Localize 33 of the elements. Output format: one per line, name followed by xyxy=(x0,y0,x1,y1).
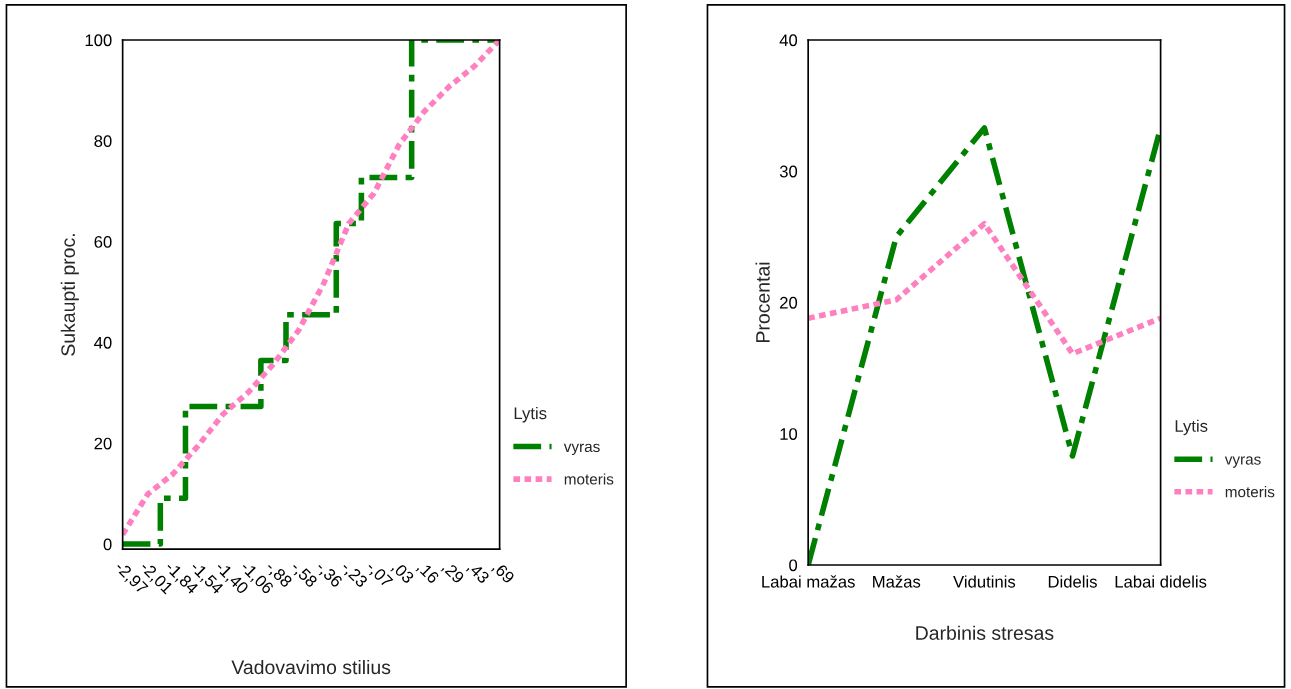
y-tick-label: 80 xyxy=(94,135,112,147)
x-tick-label: -,58 xyxy=(293,565,319,588)
x-tick-label: Vidutinis xyxy=(953,575,1016,588)
x-tick-label: -,36 xyxy=(318,565,344,588)
y-tick-label: 60 xyxy=(94,236,112,248)
y-axis-title: Procentai xyxy=(755,262,770,342)
x-tick-label: ,43 xyxy=(465,560,491,586)
y-tick-label: 100 xyxy=(85,34,112,47)
y-axis-title: Sukaupti proc. xyxy=(60,234,79,356)
x-axis-title: Darbinis stresas xyxy=(916,625,1054,640)
y-tick-label: 30 xyxy=(779,165,798,178)
legend-label: vyras xyxy=(563,443,600,456)
y-tick-label: 0 xyxy=(789,559,798,572)
x-tick-label: Labai mažas xyxy=(762,575,855,588)
legend-label: vyras xyxy=(1224,456,1261,468)
legend-title: Lytis xyxy=(514,406,547,423)
y-tick-label: 10 xyxy=(780,428,798,440)
x-tick-label: ,16 xyxy=(415,560,440,586)
y-tick-label: 0 xyxy=(103,538,112,551)
x-tick-label: -,23 xyxy=(343,565,369,588)
legend-title: Lytis xyxy=(1175,419,1208,436)
y-tick-label: 40 xyxy=(779,34,798,47)
y-tick-label: 20 xyxy=(94,437,112,450)
legend-label: moteris xyxy=(1225,486,1275,498)
legend-label: moteris xyxy=(564,473,614,485)
x-tick-label: ,29 xyxy=(440,560,465,586)
x-tick-label: Labai didelis xyxy=(1115,575,1207,588)
x-tick-label: ,69 xyxy=(490,560,516,586)
x-axis-title: Vadovavimo stilius xyxy=(231,659,391,675)
y-tick-label: 20 xyxy=(780,296,798,309)
x-tick-label: Mažas xyxy=(873,575,921,588)
y-tick-label: 40 xyxy=(94,336,112,349)
x-tick-label: Didelis xyxy=(1048,575,1097,588)
